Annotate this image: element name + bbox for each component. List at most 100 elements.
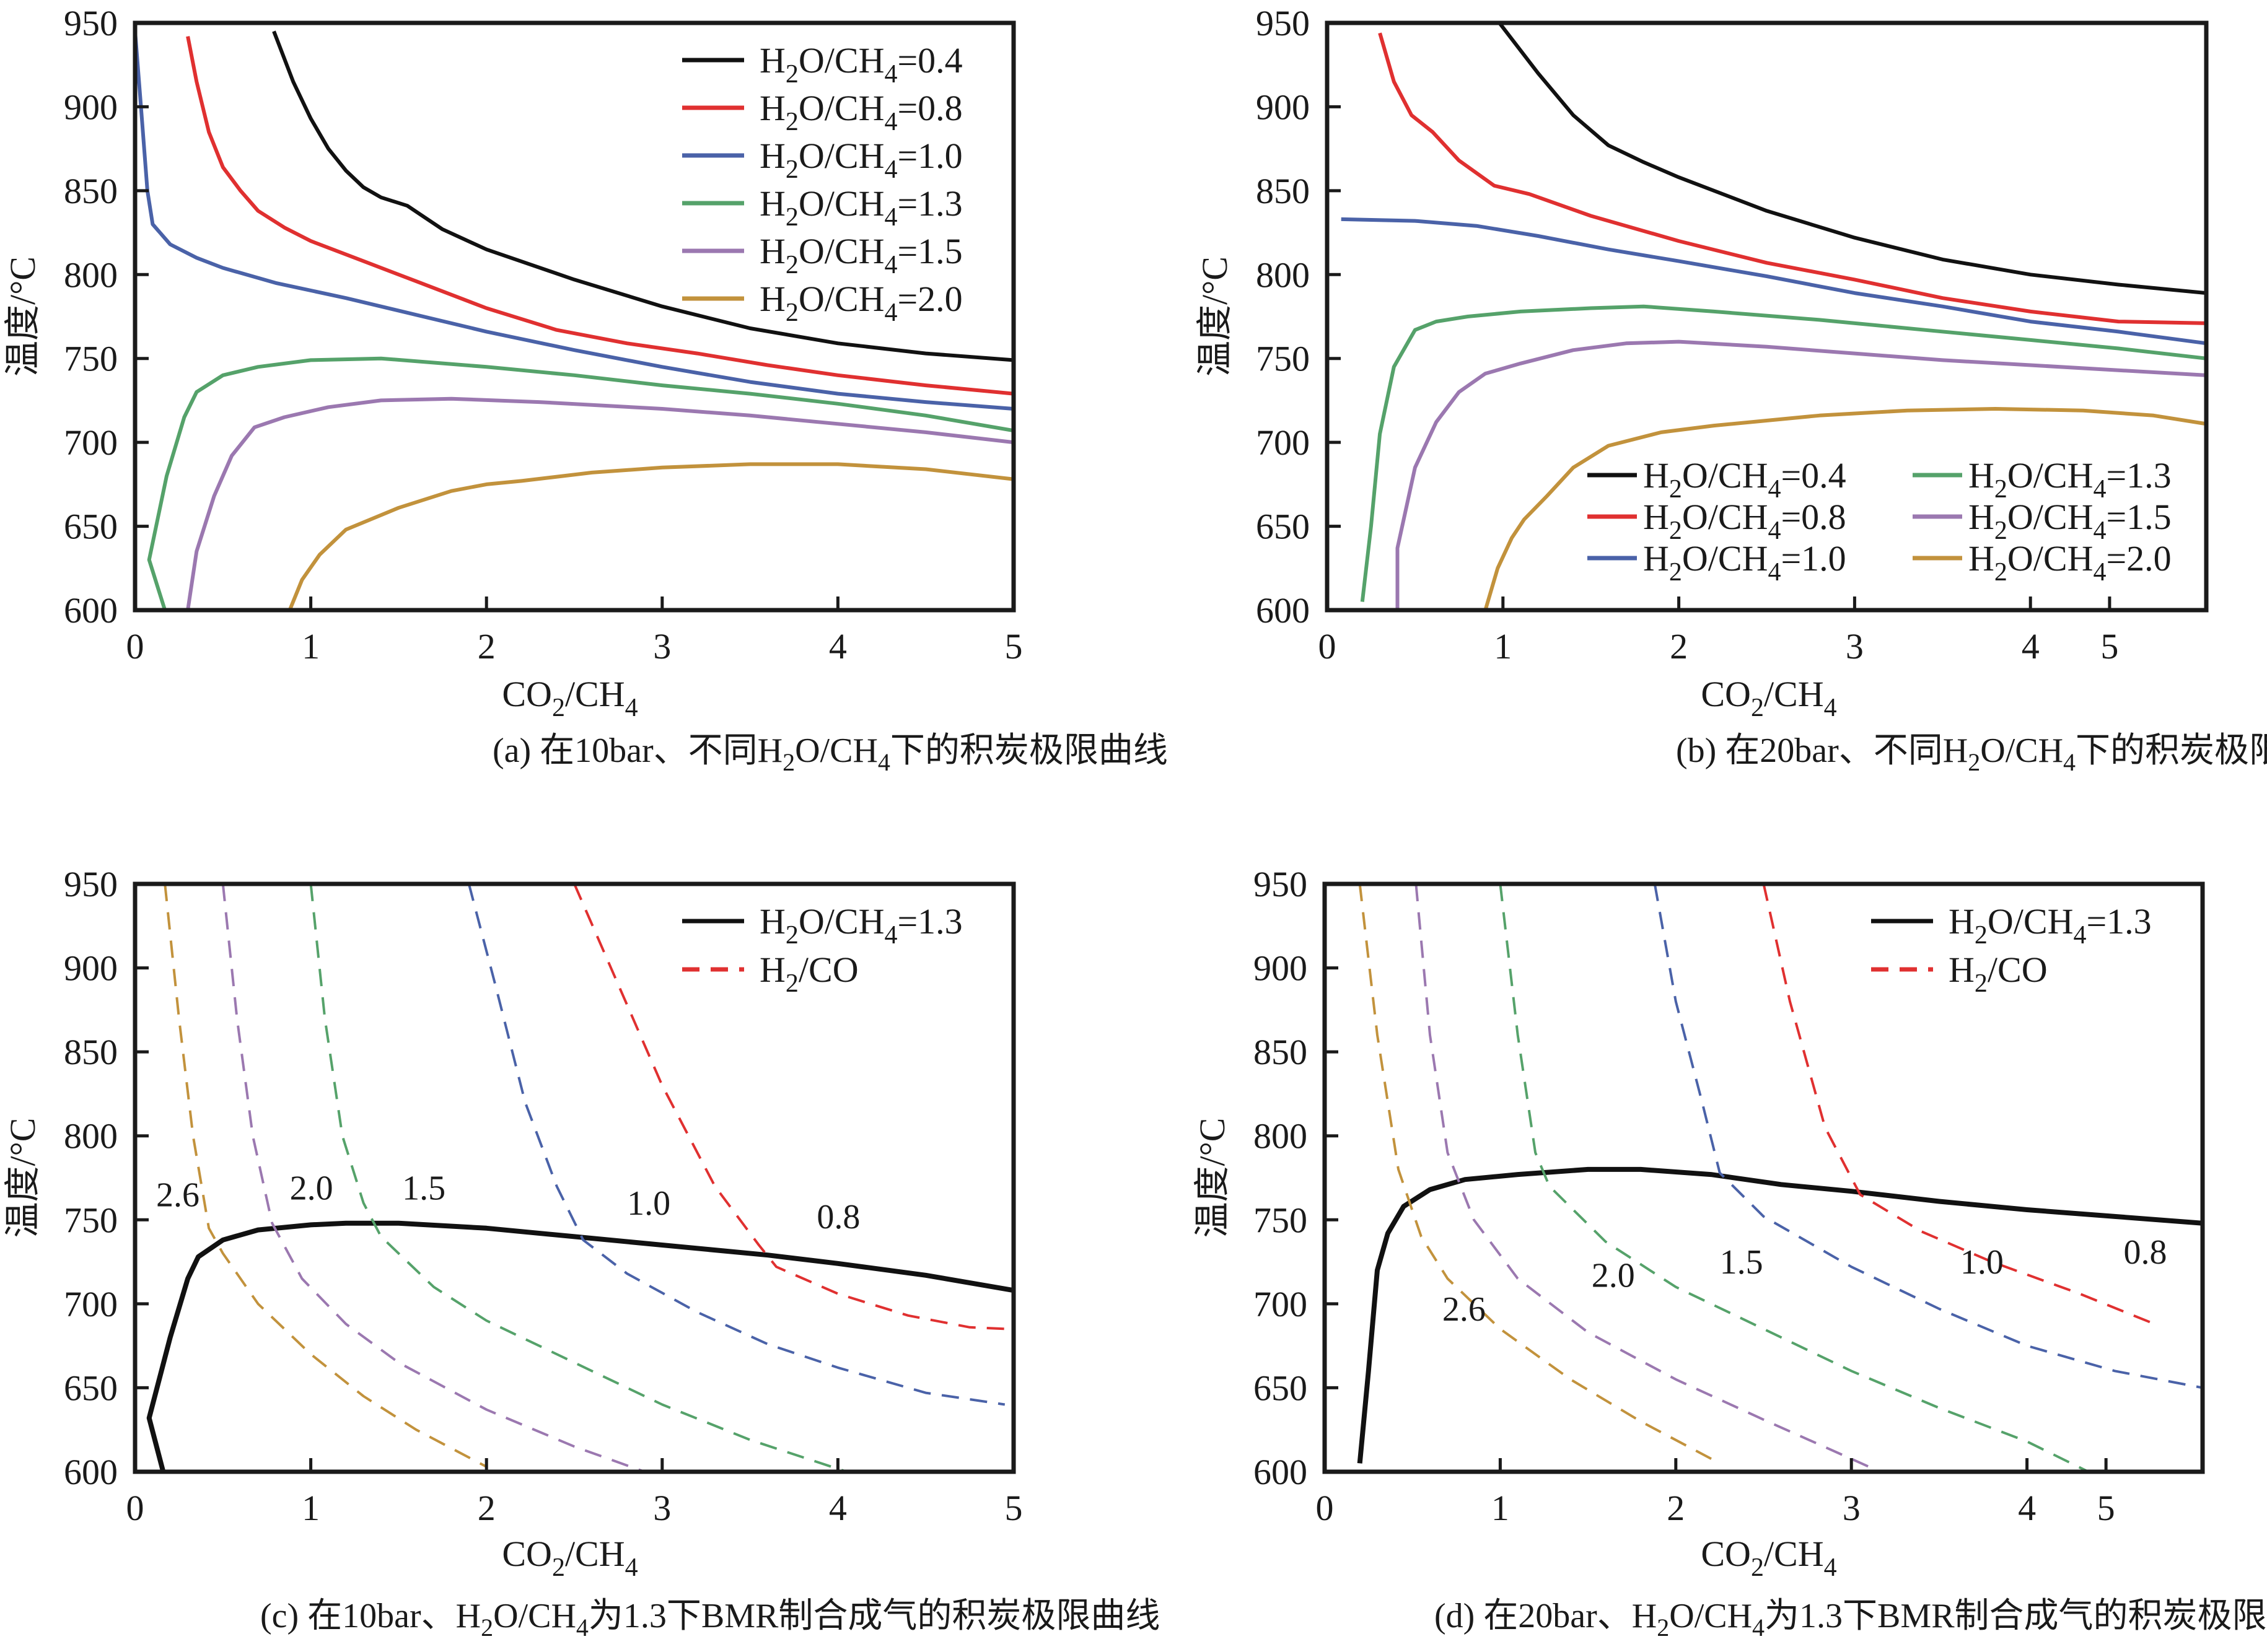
curve-label: 0.8 <box>817 1198 860 1236</box>
x-tick-label: 0 <box>1318 626 1336 666</box>
series-group <box>135 30 1014 610</box>
legend-entry-label: H2​O/CH4​=1.3 <box>1968 455 2172 504</box>
y-tick-label: 600 <box>1253 1452 1307 1492</box>
x-tick-label: 4 <box>829 1488 847 1528</box>
x-axis-label: CO2​/CH4​ <box>502 674 638 722</box>
panel-c: 2.6 2.0 1.5 1.0 0.8 0 1 2 3 4 5 600 650 700 750 800 850 9… <box>2 864 1160 1641</box>
y-tick-label: 750 <box>1256 339 1310 379</box>
series-line-1-3 <box>1360 304 2206 602</box>
plot-frame <box>1325 20 2209 613</box>
series-line-2-0 <box>1483 407 2206 610</box>
x-tick-label: 0 <box>126 626 144 666</box>
y-tick-label: 900 <box>64 948 118 989</box>
x-axis-label: CO2​/CH4​ <box>502 1534 638 1582</box>
x-tick-label: 3 <box>653 1488 671 1528</box>
x-tick-label: 5 <box>2100 626 2118 666</box>
plot-frame <box>133 881 1016 1474</box>
series-line-0-8 <box>1378 32 2206 325</box>
x-tick-label: 3 <box>1846 626 1864 666</box>
series-line-0-8-dashed <box>573 884 1009 1331</box>
y-tick-label: 700 <box>1256 422 1310 463</box>
series-line-1-5 <box>1395 339 2206 610</box>
y-tick-label: 850 <box>64 171 118 211</box>
legend-entry-label: H2​O/CH4​=1.3 <box>1949 901 2152 950</box>
legend-entry-label: H2​O/CH4​=0.4 <box>1643 455 1846 504</box>
y-axis-label: 温度/°C <box>2 256 43 377</box>
y-tick-label: 650 <box>1253 1368 1307 1408</box>
series-line-0-4 <box>272 30 1014 362</box>
series-line-1-0-dashed <box>467 884 1006 1406</box>
series-line-0-4 <box>146 1220 1014 1472</box>
x-tick-label: 1 <box>302 1488 320 1528</box>
plot-frame <box>133 20 1016 613</box>
x-tick-label: 0 <box>1316 1488 1334 1528</box>
curve-label: 2.0 <box>1592 1257 1635 1295</box>
y-tick-label: 700 <box>1253 1284 1307 1324</box>
y-tick-label: 800 <box>64 1116 118 1156</box>
x-tick-label: 1 <box>1491 1488 1509 1528</box>
panel-caption: (a) 在10bar、不同H2O/CH4下的积炭极限曲线 <box>493 732 1168 776</box>
x-axis-label: CO2​/CH4​ <box>1701 1534 1836 1582</box>
series-group <box>146 884 1014 1472</box>
x-tick-label: 3 <box>1843 1488 1861 1528</box>
curve-label: 1.5 <box>1720 1243 1763 1282</box>
series-line-2-0 <box>287 462 1014 610</box>
legend: H2​O/CH4​=0.4H2​O/CH4​=0.8H2​O/CH4​=1.0H… <box>682 40 963 327</box>
legend-entry-label: H2​O/CH4​=1.5 <box>1968 497 2172 545</box>
curve-label: 2.0 <box>290 1169 333 1208</box>
x-tick-label: 5 <box>1005 1488 1023 1528</box>
legend-entry-label: H2​O/CH4​=0.4 <box>760 40 963 89</box>
y-tick-label: 700 <box>64 1284 118 1324</box>
series-line-2-6-dashed <box>164 884 488 1468</box>
y-axis-label: 温度/°C <box>1195 256 1235 377</box>
x-tick-label: 2 <box>1667 1488 1685 1528</box>
panel-b: 0 1 2 3 4 5 600 650 700 750 800 850 900 950 CO2​/CH4​ 温… <box>1195 3 2267 776</box>
series-line-1-0 <box>1341 217 2206 346</box>
y-tick-label: 600 <box>64 590 118 631</box>
series-group <box>1357 884 2203 1472</box>
y-tick-label: 800 <box>1256 255 1310 295</box>
x-tick-label: 2 <box>1670 626 1688 666</box>
y-tick-label: 750 <box>64 1200 118 1240</box>
x-tick-label: 1 <box>1494 626 1512 666</box>
panel-caption: (c) 在10bar、H2O/CH4为1.3下BMR制合成气的积炭极限曲线 <box>260 1597 1160 1641</box>
legend: H2​O/CH4​=1.3H2​/CO <box>682 901 963 998</box>
y-tick-label: 750 <box>64 339 118 379</box>
series-line-1-3-dashed <box>1499 884 2089 1472</box>
panel-d: 2.6 2.0 1.5 1.0 0.8 0 1 2 3 4 5 600 650 700 750 800 850 9… <box>1192 864 2267 1641</box>
legend-entry-label: H2​O/CH4​=1.0 <box>1643 538 1846 587</box>
series-line-1-0-dashed <box>1653 884 2203 1389</box>
series-group <box>1341 23 2206 610</box>
y-tick-label: 850 <box>1256 171 1310 211</box>
curve-label: 2.6 <box>1442 1290 1486 1329</box>
y-tick-label: 850 <box>1253 1032 1307 1072</box>
legend-entry-label: H2​O/CH4​=1.5 <box>760 231 963 279</box>
curve-label: 1.0 <box>1960 1243 2004 1282</box>
x-tick-label: 4 <box>829 626 847 666</box>
series-line-0-4 <box>1497 23 2206 295</box>
legend-entry-label: H2​O/CH4​=1.3 <box>760 901 963 950</box>
legend-entry-label: H2​O/CH4​=1.0 <box>760 136 963 184</box>
y-tick-label: 900 <box>1253 948 1307 989</box>
plot-frame <box>1322 881 2205 1474</box>
series-line-2-6-dashed <box>1358 884 1721 1465</box>
y-tick-label: 800 <box>1253 1116 1307 1156</box>
y-tick-label: 650 <box>64 1368 118 1408</box>
y-tick-label: 600 <box>64 1452 118 1492</box>
y-tick-label: 950 <box>1253 864 1307 904</box>
y-tick-label: 950 <box>64 864 118 904</box>
y-axis-label: 温度/°C <box>2 1118 43 1238</box>
panel-a: 0 1 2 3 4 5 600 650 700 750 800 850 900 950 CO2​/CH4​ 温… <box>2 3 1168 776</box>
x-tick-label: 1 <box>302 626 320 666</box>
legend: H2​O/CH4​=0.4H2​O/CH4​=0.8H2​O/CH4​=1.0H… <box>1587 455 2172 587</box>
x-tick-label: 4 <box>2018 1488 2036 1528</box>
series-line-1-5-dashed <box>221 884 646 1472</box>
panel-caption: (b) 在20bar、不同H2O/CH4下的积炭极限曲线 <box>1676 732 2267 776</box>
x-axis-label: CO2​/CH4​ <box>1701 674 1836 722</box>
curve-label: 1.0 <box>627 1184 670 1223</box>
x-tick-label: 5 <box>1005 626 1023 666</box>
y-tick-label: 650 <box>1256 507 1310 547</box>
x-tick-label: 4 <box>2022 626 2040 666</box>
x-tick-label: 0 <box>126 1488 144 1528</box>
x-tick-label: 3 <box>653 626 671 666</box>
